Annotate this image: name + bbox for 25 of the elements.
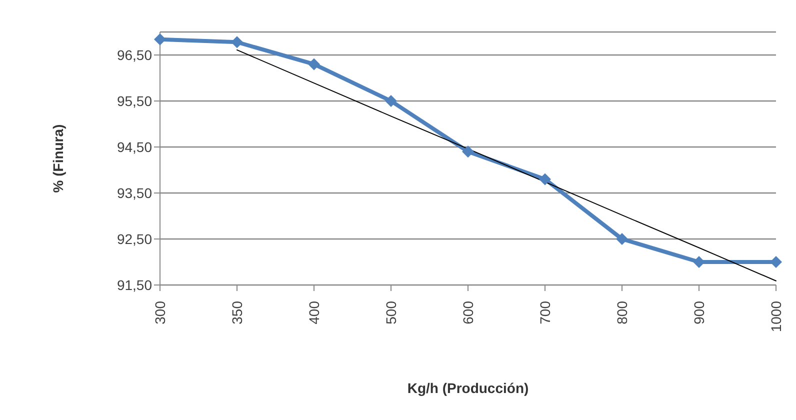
x-tick-label: 1000	[768, 300, 784, 332]
point	[231, 36, 243, 48]
x-tick-label: 300	[152, 300, 168, 324]
y-tick-label: 92,50	[116, 230, 152, 247]
point	[308, 58, 320, 70]
x-tick-label: 600	[460, 300, 476, 324]
point	[385, 95, 397, 107]
y-tick-label: 95,50	[116, 92, 152, 109]
y-axis-title: % (Finura)	[50, 124, 66, 193]
y-tick-label: 93,50	[116, 184, 152, 201]
x-tick-label: 700	[537, 300, 553, 324]
y-tick-label: 91,50	[116, 276, 152, 293]
x-tick-label: 800	[614, 300, 630, 324]
x-tick-label: 350	[229, 300, 245, 324]
point	[154, 33, 166, 46]
line-series	[236, 49, 776, 282]
x-axis-title: Kg/h (Producción)	[407, 380, 529, 396]
x-tick-label: 900	[691, 300, 707, 324]
y-tick-label: 96,50	[116, 46, 152, 63]
x-tick-label: 500	[383, 300, 399, 324]
point	[539, 173, 551, 186]
x-tick-label: 400	[306, 300, 322, 324]
point	[462, 146, 474, 158]
y-tick-label: 94,50	[116, 138, 152, 155]
point	[616, 233, 628, 245]
